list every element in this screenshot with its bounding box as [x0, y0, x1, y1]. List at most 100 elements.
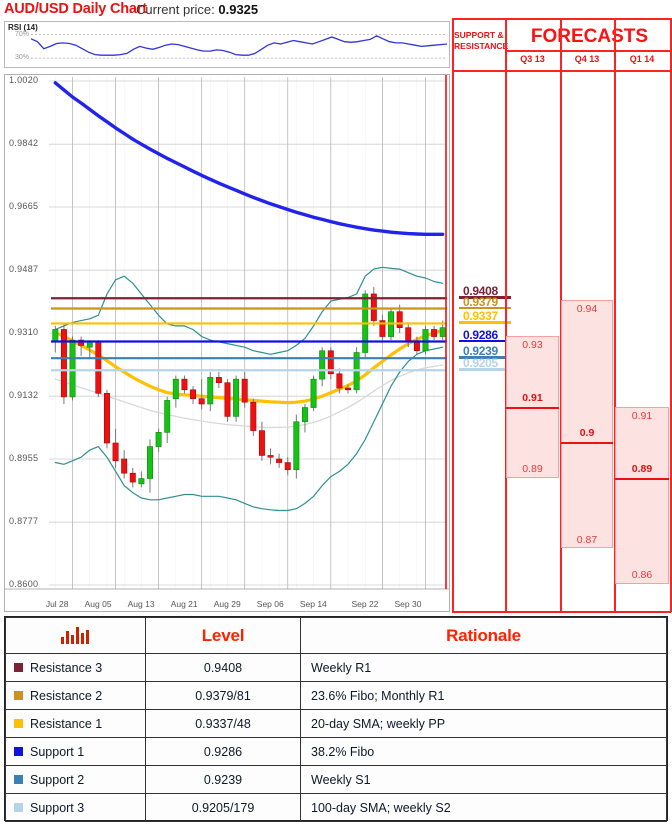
y-axis-tick: 0.9310 [9, 327, 39, 337]
table-row[interactable]: Resistance 2 0.9379/81 23.6% Fibo; Monthly… [5, 681, 667, 710]
y-axis-tick: 0.9842 [9, 138, 39, 149]
price-level-band [459, 368, 511, 371]
table-row[interactable]: Resistance 3 0.9408 Weekly R1 [5, 653, 667, 682]
level-name-label: Support 2 [30, 772, 85, 787]
support-resistance-header: SUPPORT & RESISTANCE [454, 30, 509, 51]
forecast-column-divider [670, 18, 672, 612]
forecast-value: 0.86 [631, 569, 653, 581]
forecast-header-rule [452, 70, 671, 72]
price-level-band [459, 296, 511, 299]
candlestick-chart [5, 75, 449, 590]
level-name-label: Resistance 2 [30, 688, 103, 703]
level-name-cell: Support 3 [5, 793, 146, 822]
forecast-midpoint-line [615, 477, 669, 480]
level-name-cell: Support 1 [5, 737, 146, 766]
rsi-upper-tick: 70% [14, 30, 29, 38]
x-axis-tick: Aug 29 [213, 599, 241, 609]
title-bar: AUD/USD Daily Chart Current price: 0.932… [0, 0, 450, 20]
forecast-value: 0.93 [522, 338, 543, 351]
level-name-label: Resistance 1 [30, 716, 103, 731]
forecast-column-divider [560, 18, 562, 612]
level-name-label: Support 1 [30, 744, 85, 759]
price-level-band [459, 306, 511, 309]
current-price-value: 0.9325 [218, 2, 259, 17]
forecast-value: 0.9 [579, 427, 595, 440]
forecast-value: 0.89 [631, 462, 653, 475]
y-axis-tick: 0.9132 [9, 390, 39, 401]
table-header-icon-cell [5, 617, 146, 654]
y-axis-tick: 0.9665 [9, 201, 39, 211]
forecast-range-box [615, 406, 669, 584]
current-price-prefix: Current price: [136, 2, 219, 17]
table-row[interactable]: Support 3 0.9205/179 100-day SMA; weekly S… [5, 793, 667, 822]
level-name-cell: Support 2 [5, 765, 146, 794]
rsi-lower-tick: 30% [14, 54, 29, 62]
table-row[interactable]: Support 2 0.9239 Weekly S1 [5, 765, 667, 794]
forecast-quarter-header: Q3 13 [520, 54, 545, 64]
y-axis-tick: 1.0020 [9, 75, 39, 85]
forecast-value: 0.91 [522, 391, 543, 404]
level-name-cell: Resistance 2 [5, 681, 146, 710]
forecast-bottom-rule [452, 611, 671, 613]
price-level-tag: 0.9337 [463, 309, 498, 324]
forecast-column-divider [452, 18, 454, 612]
forecast-column-divider [505, 18, 507, 612]
level-rationale-cell: 20-day SMA; weekly PP [300, 709, 667, 738]
level-color-swatch [14, 746, 23, 756]
level-rationale-cell: Weekly R1 [300, 653, 667, 682]
price-level-tag: 0.9239 [463, 344, 498, 359]
price-level-band [459, 321, 511, 324]
forecast-header-rule [452, 18, 671, 20]
level-value-cell: 0.9379/81 [145, 681, 301, 710]
x-axis-tick: Sep 14 [299, 599, 327, 609]
forecast-midpoint-line [561, 442, 613, 445]
table-row[interactable]: Support 1 0.9286 38.2% Fibo [5, 737, 667, 766]
x-axis-tick: Aug 05 [84, 599, 112, 609]
table-header-rationale: Rationale [300, 617, 667, 654]
price-chart-panel: 1.0020 0.9842 0.9665 0.9487 0.9310 0.9132 0.89… [4, 74, 450, 612]
forecast-value: 0.87 [576, 533, 598, 546]
y-axis-tick: 0.8777 [9, 516, 39, 527]
forecast-header-rule [505, 50, 670, 52]
table-row[interactable]: Resistance 1 0.9337/48 20-day SMA; weekly … [5, 709, 667, 738]
rsi-title: RSI (14) [8, 23, 38, 32]
x-axis-tick: Sep 06 [256, 599, 284, 609]
forecast-value: 0.94 [576, 303, 598, 316]
table-body: Resistance 3 0.9408 Weekly R1 Resistance 2 0… [5, 653, 667, 822]
level-name-cell: Resistance 3 [5, 653, 146, 682]
level-value-cell: 0.9408 [145, 653, 301, 682]
price-level-tag: 0.9379 [463, 294, 498, 309]
level-rationale-cell: 100-day SMA; weekly S2 [300, 793, 667, 822]
x-axis-tick: Jul 28 [45, 599, 69, 609]
forecast-value: 0.91 [631, 409, 653, 422]
level-color-swatch [14, 662, 23, 672]
level-value-cell: 0.9337/48 [145, 709, 301, 738]
level-name-label: Resistance 3 [30, 660, 103, 675]
page-title: AUD/USD Daily Chart [4, 1, 147, 17]
forecast-quarter-header: Q4 13 [574, 54, 600, 64]
level-rationale-cell: 23.6% Fibo; Monthly R1 [300, 681, 667, 710]
x-axis-tick: Sep 22 [351, 599, 379, 609]
price-level-band [459, 356, 511, 359]
level-color-swatch [14, 718, 23, 728]
level-name-label: Support 3 [30, 800, 85, 815]
forecasts-header: FORECASTS [530, 26, 649, 47]
forecast-panel: SUPPORT & RESISTANCE FORECASTS Q3 13 Q4 1… [452, 18, 672, 613]
level-value-cell: 0.9286 [145, 737, 301, 766]
rsi-line-chart [30, 34, 448, 59]
level-color-swatch [14, 802, 23, 812]
bar-chart-icon [60, 626, 91, 646]
price-level-tag: 0.9286 [463, 327, 498, 342]
table-header-row: Level Rationale [5, 617, 667, 654]
level-rationale-cell: Weekly S1 [300, 765, 667, 794]
y-axis-tick: 0.8600 [9, 579, 39, 589]
y-axis-tick: 0.8955 [9, 453, 39, 463]
forecast-midpoint-line [506, 406, 559, 409]
price-level-tag: 0.9205 [463, 356, 498, 371]
forecast-column-divider [614, 18, 616, 612]
y-axis-tick: 0.9487 [9, 264, 39, 275]
rsi-panel: RSI (14) 70% 30% [4, 21, 450, 68]
forecast-value: 0.89 [522, 462, 543, 475]
level-color-swatch [14, 690, 23, 700]
